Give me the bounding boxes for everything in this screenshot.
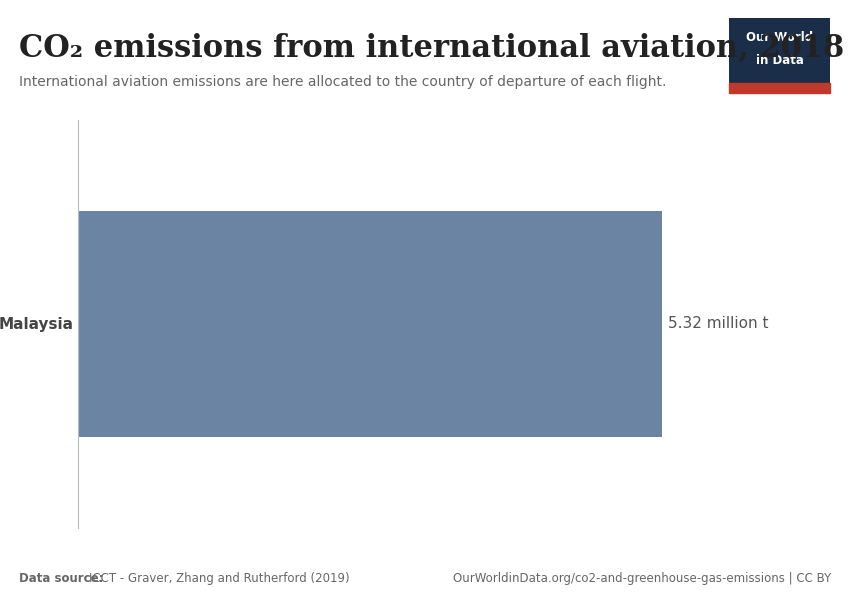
Text: Our World: Our World — [746, 31, 813, 44]
Text: ICCT - Graver, Zhang and Rutherford (2019): ICCT - Graver, Zhang and Rutherford (201… — [89, 572, 350, 585]
Text: CO₂ emissions from international aviation, 2018: CO₂ emissions from international aviatio… — [19, 33, 844, 64]
Bar — [729, 82, 830, 93]
Bar — [78, 211, 661, 437]
Text: International aviation emissions are here allocated to the country of departure : International aviation emissions are her… — [19, 75, 666, 89]
Text: Data source:: Data source: — [19, 572, 107, 585]
Text: 5.32 million t: 5.32 million t — [668, 317, 769, 331]
Text: Malaysia: Malaysia — [0, 317, 74, 331]
Text: OurWorldinData.org/co2-and-greenhouse-gas-emissions | CC BY: OurWorldinData.org/co2-and-greenhouse-ga… — [453, 572, 831, 585]
Text: in Data: in Data — [756, 53, 803, 67]
